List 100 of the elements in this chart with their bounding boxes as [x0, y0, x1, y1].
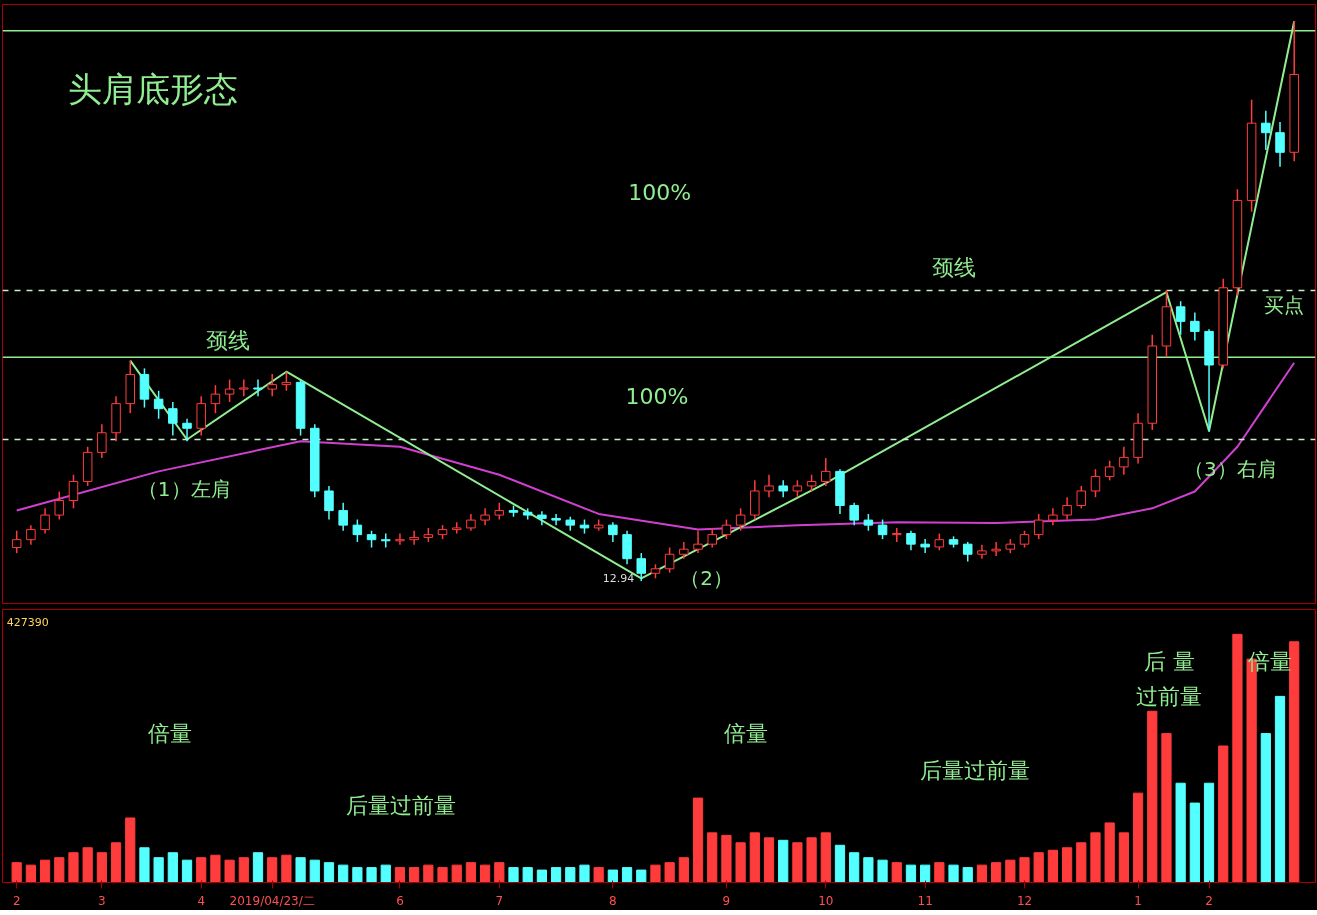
bar [692, 797, 704, 883]
bar [565, 867, 576, 883]
x-tick-label: 3 [98, 893, 106, 908]
x-tick-label: 2 [1205, 893, 1213, 908]
bar [550, 867, 562, 883]
text: 427390 [6, 615, 49, 629]
candlestick [1076, 485, 1087, 510]
bar [409, 867, 420, 883]
bar [536, 869, 548, 883]
bar [451, 864, 462, 883]
bar [735, 842, 746, 883]
x-tick-label: 10 [818, 893, 834, 908]
bar [579, 864, 590, 883]
candlestick [352, 518, 363, 543]
bar [252, 852, 264, 883]
x-tick-label: 2019/04/23/二 [229, 893, 315, 908]
candlestick [395, 532, 405, 546]
candlestick [636, 552, 647, 582]
candlestick [210, 384, 221, 414]
x-tick-label: 7 [495, 893, 504, 908]
annotation: 过前量 [1136, 683, 1203, 709]
candlestick [721, 518, 732, 540]
bar [210, 854, 221, 883]
bar [1260, 733, 1271, 883]
candlestick [821, 457, 831, 487]
annotation: 后 量 [1143, 649, 1195, 675]
candlestick [1275, 121, 1285, 168]
candlestick [54, 490, 65, 521]
bar [1033, 852, 1044, 883]
candlestick [409, 529, 419, 546]
annotation: 后量过前量 [346, 793, 457, 819]
candlestick [224, 378, 235, 403]
bar [1132, 792, 1144, 883]
bar [1218, 745, 1229, 883]
bar [1118, 832, 1129, 883]
candlestick [68, 473, 79, 510]
bar [366, 867, 377, 883]
bar [820, 832, 831, 883]
bar [707, 832, 718, 883]
candlestick [267, 373, 277, 398]
bar [1161, 733, 1172, 883]
bar [1076, 842, 1087, 883]
bar [82, 847, 93, 883]
bar [763, 837, 775, 883]
bar [849, 852, 860, 883]
candlestick [153, 390, 164, 420]
bar [181, 859, 193, 883]
bar [891, 862, 902, 883]
bar [834, 844, 846, 883]
bar [948, 864, 959, 883]
bar [508, 867, 519, 883]
candlestick [1090, 468, 1101, 498]
bar [480, 864, 491, 883]
bar [792, 842, 803, 883]
x-tick-label: 6 [396, 893, 404, 908]
candlestick [1175, 300, 1186, 336]
candlestick [239, 378, 249, 398]
bar [749, 832, 760, 883]
bar [11, 862, 22, 883]
bar [976, 864, 988, 883]
bar [125, 817, 136, 883]
annotation: 后量过前量 [919, 758, 1030, 784]
bar [380, 864, 391, 883]
candlestick [1119, 446, 1129, 476]
candlestick [324, 485, 334, 521]
bar [39, 859, 51, 883]
bar [238, 857, 249, 883]
candlestick [281, 370, 292, 392]
annotation: （2） [680, 566, 733, 591]
bar [110, 842, 122, 883]
candlestick [991, 541, 1001, 557]
bar [664, 862, 675, 883]
candlestick [1261, 110, 1271, 151]
annotation: 倍量 [724, 721, 769, 747]
bar [522, 867, 533, 883]
bar [309, 859, 320, 883]
bar [1203, 782, 1215, 883]
annotation: 100% [628, 179, 692, 205]
annotation: 颈线 [206, 327, 251, 353]
candlestick [764, 473, 774, 498]
bar [863, 857, 874, 883]
bar [678, 857, 689, 883]
bar [1189, 802, 1200, 883]
bar [1232, 633, 1243, 883]
bar [224, 859, 235, 883]
bar [1005, 859, 1016, 883]
candlestick [664, 546, 675, 574]
candlestick [551, 513, 561, 526]
candlestick [253, 378, 263, 398]
bar [54, 857, 65, 883]
bar [1274, 695, 1286, 883]
bar [196, 857, 207, 883]
x-tick-label: 9 [722, 893, 731, 908]
bar [607, 869, 618, 883]
text: 头肩底形态 [67, 68, 238, 109]
x-tick-label: 1 [1134, 893, 1142, 908]
candlestick [26, 524, 36, 546]
bar [394, 867, 406, 883]
x-tick-label: 12 [1016, 893, 1033, 908]
bar [1019, 857, 1030, 883]
